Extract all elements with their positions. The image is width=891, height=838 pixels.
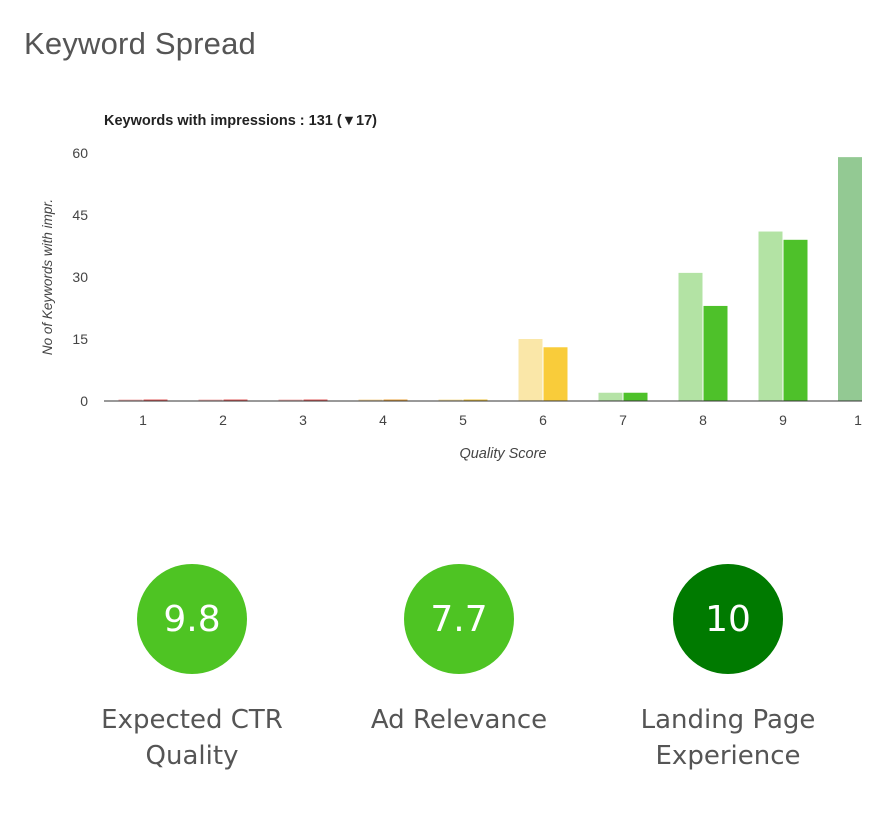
bar bbox=[518, 339, 543, 401]
bar bbox=[303, 399, 328, 401]
y-tick-label: 0 bbox=[80, 393, 88, 409]
bar bbox=[598, 392, 623, 401]
bar bbox=[703, 305, 728, 401]
bar bbox=[758, 231, 783, 401]
gauge-label: Landing Page Experience bbox=[608, 702, 848, 774]
bar bbox=[543, 347, 568, 401]
gauge-label-line: Expected CTR bbox=[101, 705, 283, 735]
bar bbox=[143, 399, 168, 401]
gauge-label-line: Ad Relevance bbox=[370, 705, 548, 735]
bar bbox=[118, 399, 143, 401]
bar bbox=[463, 399, 488, 401]
y-axis-label: No of Keywords with impr. bbox=[40, 199, 55, 355]
x-tick-label: 4 bbox=[379, 412, 387, 428]
x-tick-label: 1 bbox=[139, 412, 147, 428]
bar bbox=[783, 239, 808, 401]
x-tick-label: 1 bbox=[854, 412, 862, 428]
bar bbox=[358, 399, 383, 401]
bar bbox=[438, 399, 463, 401]
bar bbox=[383, 399, 408, 401]
gauge-value: 10 bbox=[705, 598, 751, 640]
x-tick-label: 2 bbox=[219, 412, 227, 428]
gauge-circle: 9.8 bbox=[137, 564, 247, 674]
bar bbox=[278, 399, 303, 401]
bar bbox=[623, 392, 648, 401]
y-axis-ticks: 0 15 30 45 60 bbox=[72, 145, 88, 409]
gauge-circle: 7.7 bbox=[404, 564, 514, 674]
gauge-ad-relevance: 7.7 Ad Relevance bbox=[329, 564, 589, 738]
x-axis-ticks: 1 2 3 4 5 6 7 8 9 1 bbox=[139, 412, 862, 428]
gauge-label-line: Landing Page bbox=[640, 705, 816, 735]
chart-title: Keywords with impressions : 131 (▼17) bbox=[104, 113, 377, 129]
x-tick-label: 9 bbox=[779, 412, 787, 428]
bar bbox=[198, 399, 223, 401]
x-tick-label: 8 bbox=[699, 412, 707, 428]
page-title: Keyword Spread bbox=[24, 26, 256, 61]
gauge-value: 9.8 bbox=[163, 598, 221, 640]
gauge-label: Expected CTR Quality bbox=[72, 702, 312, 774]
y-tick-label: 30 bbox=[72, 269, 88, 285]
y-tick-label: 45 bbox=[72, 207, 88, 223]
keyword-spread-chart: Keywords with impressions : 131 (▼17) No… bbox=[40, 113, 862, 462]
bars bbox=[118, 157, 862, 401]
gauge-label: Ad Relevance bbox=[339, 702, 579, 738]
x-tick-label: 6 bbox=[539, 412, 547, 428]
y-tick-label: 15 bbox=[72, 331, 88, 347]
x-tick-label: 3 bbox=[299, 412, 307, 428]
gauge-circle: 10 bbox=[673, 564, 783, 674]
y-tick-label: 60 bbox=[72, 145, 88, 161]
x-tick-label: 5 bbox=[459, 412, 467, 428]
bar bbox=[223, 399, 248, 401]
gauge-value: 7.7 bbox=[430, 598, 488, 640]
gauge-label-line: Experience bbox=[655, 741, 801, 771]
bar bbox=[678, 272, 703, 401]
gauge-expected-ctr: 9.8 Expected CTR Quality bbox=[62, 564, 322, 774]
gauge-label-line: Quality bbox=[145, 741, 239, 771]
x-tick-label: 7 bbox=[619, 412, 627, 428]
x-axis-label: Quality Score bbox=[459, 446, 546, 462]
gauge-landing-page-experience: 10 Landing Page Experience bbox=[598, 564, 858, 774]
bar bbox=[838, 157, 862, 401]
